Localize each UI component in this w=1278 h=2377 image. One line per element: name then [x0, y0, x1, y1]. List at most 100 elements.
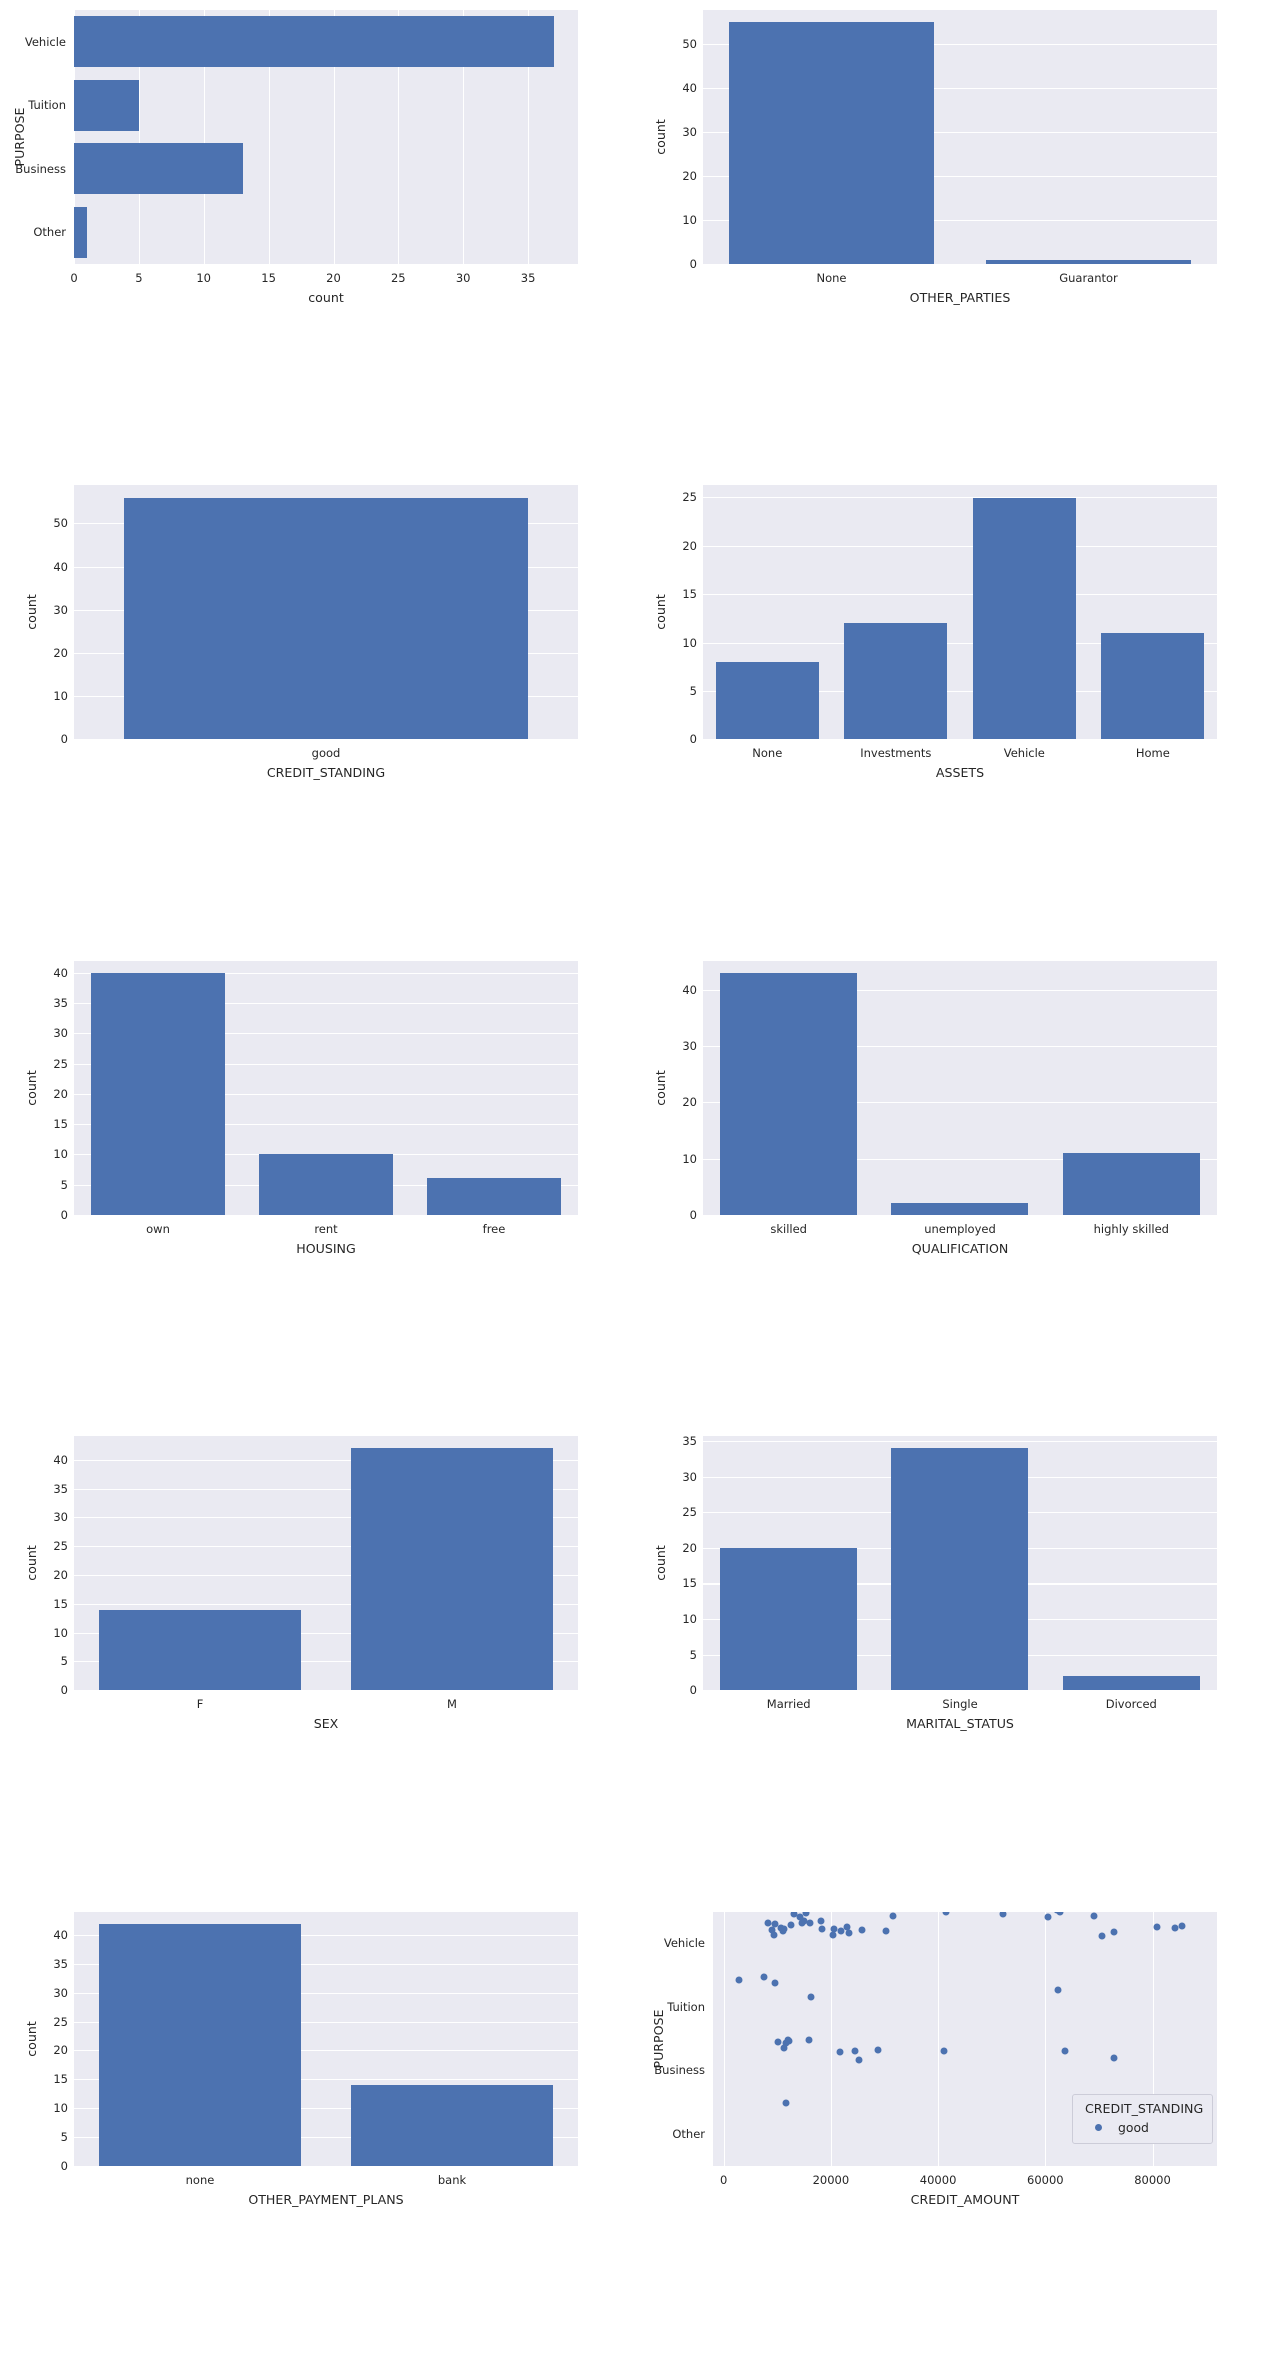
ytick-label: 20 — [682, 1540, 697, 1555]
xtick-label: rent — [314, 1221, 338, 1236]
scatter-point — [1056, 1911, 1064, 1916]
ytick-label: 15 — [53, 1117, 68, 1132]
xtick-label: 60000 — [1027, 2172, 1064, 2187]
gridline — [703, 497, 1217, 499]
ytick-label: 10 — [53, 2100, 68, 2115]
scatter-point — [1110, 1928, 1118, 1936]
ytick-label: 25 — [682, 490, 697, 505]
scatter-point — [874, 2046, 882, 2054]
scatter-point — [807, 1993, 815, 2001]
gridline — [703, 989, 1217, 991]
gridline — [1045, 1911, 1047, 2166]
xaxis-label: CREDIT_STANDING — [266, 765, 386, 781]
chart-credit-amount-vs-purpose-scatter: Vehicle Tuition Business Other 0 20000 4… — [639, 1902, 1278, 2377]
ytick-label: 20 — [682, 1095, 697, 1110]
scatter-point — [771, 1920, 779, 1928]
ytick-label: 40 — [53, 965, 68, 980]
ytick-label: 10 — [682, 1612, 697, 1627]
ytick-label: Other — [672, 2126, 705, 2141]
ytick-label: 25 — [53, 1539, 68, 1554]
yaxis-label: count — [24, 2020, 39, 2057]
ytick-label: Vehicle — [24, 34, 66, 49]
xaxis-label: OTHER_PAYMENT_PLANS — [248, 2191, 404, 2207]
ytick-label: 25 — [53, 1056, 68, 1071]
gridline — [703, 132, 1217, 134]
chart-purpose-countplot: Vehicle Tuition Business Other 0 5 10 15… — [0, 0, 639, 475]
xaxis-label: SEX — [313, 1716, 339, 1732]
ytick-label: 20 — [53, 1567, 68, 1582]
xtick-label: 30 — [455, 271, 471, 285]
gridline — [703, 88, 1217, 90]
ytick-label: 15 — [682, 1576, 697, 1591]
scatter-point — [1098, 1932, 1106, 1939]
gridline — [74, 2136, 578, 2138]
gridline — [703, 44, 1217, 46]
gridline — [703, 176, 1217, 178]
ytick-label: 40 — [53, 1452, 68, 1467]
scatter-point — [790, 1911, 798, 1918]
gridline — [74, 1003, 578, 1005]
gridline — [703, 545, 1217, 547]
chart-marital-status-countplot: 0 5 10 15 20 25 30 35 Married Single Div… — [639, 1426, 1278, 1901]
xaxis-label: CREDIT_AMOUNT — [910, 2191, 1020, 2207]
xtick-label: None — [816, 271, 847, 285]
bar-married — [720, 1547, 858, 1691]
yaxis-label: count — [24, 1545, 39, 1581]
gridline — [74, 2107, 578, 2110]
ytick-label: 30 — [53, 1985, 68, 2000]
ytick-label: 0 — [60, 1683, 68, 1698]
chart-sex-countplot: 0 5 10 15 20 25 30 35 40 F M SEX count — [0, 1426, 639, 1901]
ytick-label: 30 — [682, 125, 697, 139]
legend-entry-label: good — [1118, 2119, 1149, 2135]
ytick-label: 40 — [53, 1928, 68, 1943]
gridline — [74, 2079, 578, 2081]
ytick-label: 20 — [53, 1086, 68, 1101]
scatter-point — [940, 2047, 948, 2055]
ytick-label: 35 — [53, 996, 68, 1011]
gridline — [703, 594, 1217, 596]
legend-entry-good[interactable]: good — [1085, 2120, 1200, 2135]
ytick-label: 5 — [60, 2129, 68, 2144]
ytick-label: 0 — [60, 732, 68, 747]
ytick-label: 40 — [682, 982, 697, 997]
xtick-label: 80000 — [1134, 2172, 1171, 2187]
gridline — [74, 1603, 578, 1605]
ytick-label: 10 — [53, 1147, 68, 1162]
ytick-label: 15 — [53, 2072, 68, 2087]
ytick-label: 20 — [682, 538, 697, 553]
legend[interactable]: CREDIT_STANDING good — [1072, 2093, 1213, 2144]
xtick-label: none — [185, 2172, 215, 2187]
scatter-point — [829, 1931, 837, 1939]
scatter-point — [845, 1929, 853, 1937]
gridline — [74, 1063, 578, 1065]
bar-business — [74, 143, 243, 195]
xtick-label: Guarantor — [1059, 271, 1118, 285]
ytick-label: 25 — [53, 2014, 68, 2029]
xtick-label: own — [146, 1221, 170, 1236]
gridline — [333, 10, 335, 264]
xtick-label: bank — [437, 2172, 467, 2187]
xaxis-label: OTHER_PARTIES — [909, 290, 1011, 305]
ytick-label: Business — [15, 161, 66, 176]
plot-area-qualification — [703, 960, 1217, 1215]
scatter-point — [889, 1912, 897, 1920]
xtick-label: 5 — [135, 271, 143, 285]
xtick-label: unemployed — [924, 1221, 996, 1236]
ytick-label: 20 — [53, 2043, 68, 2058]
ytick-label: 0 — [60, 1207, 68, 1222]
ytick-label: 0 — [689, 1207, 697, 1222]
xtick-label: 15 — [261, 271, 276, 285]
xtick-label: Married — [766, 1697, 811, 1712]
ytick-label: Tuition — [28, 98, 66, 113]
ytick-label: 0 — [689, 732, 697, 747]
scatter-point — [882, 1927, 890, 1935]
xtick-label: None — [752, 746, 783, 761]
xaxis-label: count — [308, 290, 344, 305]
scatter-point — [836, 2048, 844, 2056]
plot-area-assets — [703, 485, 1217, 740]
scatter-point — [785, 2037, 793, 2045]
ytick-label: 50 — [682, 37, 697, 51]
gridline — [74, 1963, 578, 1966]
scatter-point — [858, 1926, 866, 1934]
ytick-label: 30 — [53, 1026, 68, 1041]
